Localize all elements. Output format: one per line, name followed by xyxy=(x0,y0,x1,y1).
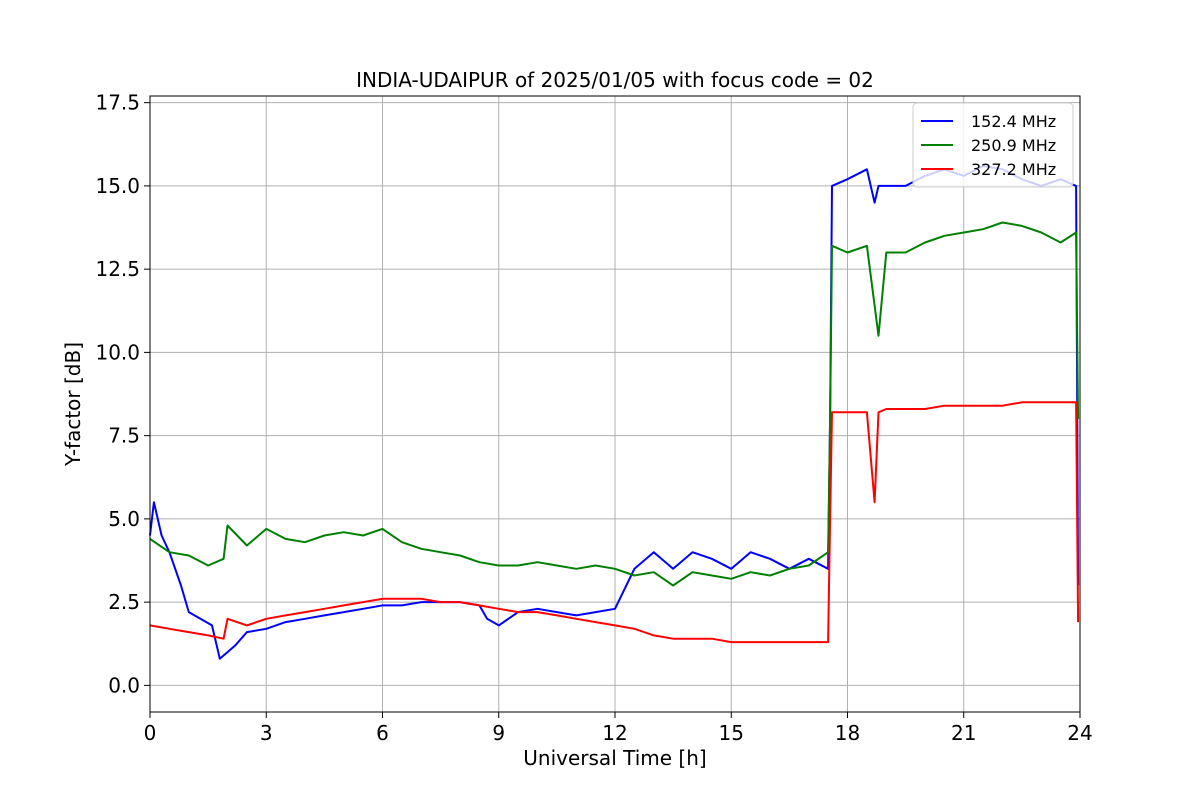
x-tick-label: 6 xyxy=(376,721,389,745)
chart-title: INDIA-UDAIPUR of 2025/01/05 with focus c… xyxy=(356,68,874,92)
series-line-2 xyxy=(149,221,1080,587)
y-tick-label: 5.0 xyxy=(108,507,140,531)
x-tick-label: 15 xyxy=(719,721,744,745)
series-line-3 xyxy=(149,401,1080,644)
x-tick-label: 3 xyxy=(260,721,273,745)
plot-lines xyxy=(149,164,1080,660)
x-tick-label: 0 xyxy=(144,721,157,745)
y-tick-label: 10.0 xyxy=(95,340,140,364)
x-axis-label: Universal Time [h] xyxy=(523,746,706,770)
ticks: 0 3 6 9 12 15 18 21 24 0.0 2.5 5.0 7.5 10.0 12.5 15.0 17… xyxy=(95,91,1092,745)
legend: 152.4 MHz 250.9 MHz 327.2 MHz xyxy=(912,102,1074,188)
y-axis-label: Y-factor [dB] xyxy=(61,342,85,467)
x-tick-label: 18 xyxy=(835,721,860,745)
x-tick-label: 21 xyxy=(951,721,976,745)
legend-label: 250.9 MHz xyxy=(971,136,1056,155)
y-tick-label: 12.5 xyxy=(95,257,140,281)
y-tick-label: 2.5 xyxy=(108,590,140,614)
x-tick-label: 24 xyxy=(1067,721,1092,745)
y-tick-label: 15.0 xyxy=(95,174,140,198)
y-tick-label: 7.5 xyxy=(108,424,140,448)
series-line-1 xyxy=(149,164,1080,660)
legend-box xyxy=(912,102,1074,188)
x-tick-label: 9 xyxy=(492,721,505,745)
legend-label: 327.2 MHz xyxy=(971,160,1056,179)
x-tick-label: 12 xyxy=(602,721,627,745)
legend-label: 152.4 MHz xyxy=(971,112,1056,131)
y-tick-label: 17.5 xyxy=(95,91,140,115)
y-tick-label: 0.0 xyxy=(108,673,140,697)
